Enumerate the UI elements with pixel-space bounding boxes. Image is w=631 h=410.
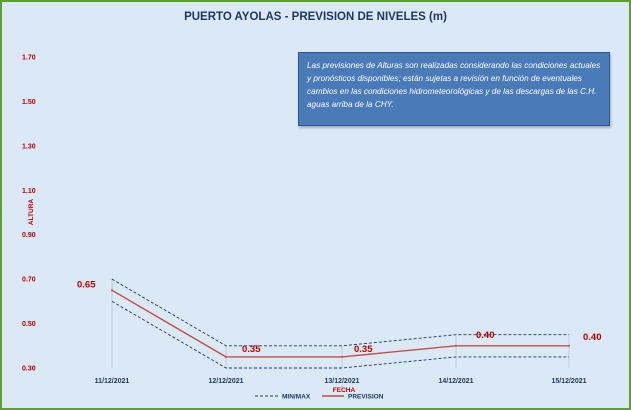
x-tick-label: 14/12/2021: [438, 378, 473, 385]
data-label: 0.35: [242, 344, 261, 355]
data-label: 0.40: [476, 330, 495, 341]
y-tick-label: 0.30: [22, 366, 36, 373]
legend-prevision-label: PREVISION: [348, 394, 384, 401]
series-prevision-line: [111, 289, 569, 358]
prevision-point: [111, 289, 113, 292]
y-tick-label: 0.50: [22, 321, 36, 328]
x-axis-ticks: 11/12/2021 12/12/2021 13/12/2021 14/12/2021…: [95, 378, 587, 385]
legend: MIN/MAX PREVISION: [255, 394, 384, 401]
chart-series: [111, 278, 570, 369]
y-tick-label: 1.10: [22, 188, 36, 195]
series-max-line: [111, 278, 569, 347]
prevision-point: [568, 344, 570, 347]
y-tick-label: 0.70: [22, 277, 36, 284]
chart-title: PUERTO AYOLAS - PREVISION DE NIVELES (m): [184, 11, 447, 23]
x-tick-label: 13/12/2021: [324, 378, 359, 385]
legend-minmax-label: MIN/MAX: [282, 394, 311, 401]
y-tick-label: 1.50: [22, 99, 36, 106]
x-axis-label: FECHA: [333, 387, 356, 394]
y-tick-label: 1.30: [22, 143, 36, 150]
data-label: 0.40: [583, 332, 602, 343]
data-label: 0.35: [354, 344, 373, 355]
prevision-point: [455, 344, 457, 347]
data-label: 0.65: [77, 279, 96, 290]
forecast-note: Las previsiones de Alturas son realizada…: [298, 52, 610, 126]
prevision-point: [225, 355, 227, 358]
x-tick-label: 12/12/2021: [208, 378, 243, 385]
data-labels: 0.65 0.35 0.35 0.40 0.40: [77, 279, 602, 355]
prevision-point: [341, 355, 343, 358]
x-tick-label: 15/12/2021: [551, 378, 586, 385]
y-axis-ticks: 0.30 0.50 0.70 0.90 1.10 1.30 1.50 1.70: [22, 55, 36, 373]
x-tick-label: 11/12/2021: [95, 378, 130, 385]
y-axis-label: ALTURA: [28, 199, 35, 226]
series-min-line: [111, 300, 569, 369]
y-tick-label: 1.70: [22, 55, 36, 62]
y-tick-label: 0.90: [22, 232, 36, 239]
